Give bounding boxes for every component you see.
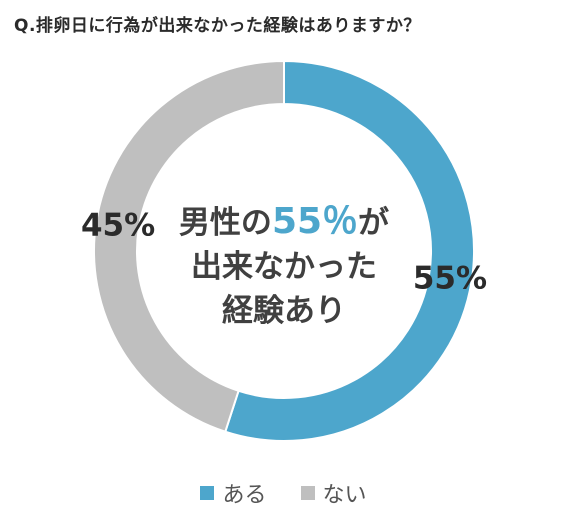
center-line-2: 出来なかった [191, 249, 377, 285]
slice-label-1: 45% [81, 208, 155, 244]
legend-label-nai: ない [322, 483, 367, 508]
chart-title: Q.排卵日に行為が出来なかった経験はありますか？ [14, 16, 421, 36]
legend: ある ない [0, 477, 567, 509]
legend-label-aru: ある [222, 483, 267, 508]
legend-item-nai: ない [300, 477, 367, 509]
donut-slice-0 [224, 59, 475, 442]
legend-item-aru: ある [200, 477, 267, 509]
center-line-3: 経験あり [222, 293, 346, 329]
slice-labels: 55% 45% [81, 208, 487, 297]
slice-label-0: 55% [413, 260, 487, 296]
donut-slice-1 [93, 59, 285, 433]
legend-swatch-aru [200, 486, 215, 500]
center-suffix: が [358, 205, 389, 241]
center-highlight: 55％ [272, 201, 358, 242]
center-line-1: 男性の55％が [179, 201, 389, 242]
donut-slices [93, 59, 475, 442]
center-prefix: 男性の [179, 205, 272, 241]
legend-swatch-nai [300, 486, 315, 500]
